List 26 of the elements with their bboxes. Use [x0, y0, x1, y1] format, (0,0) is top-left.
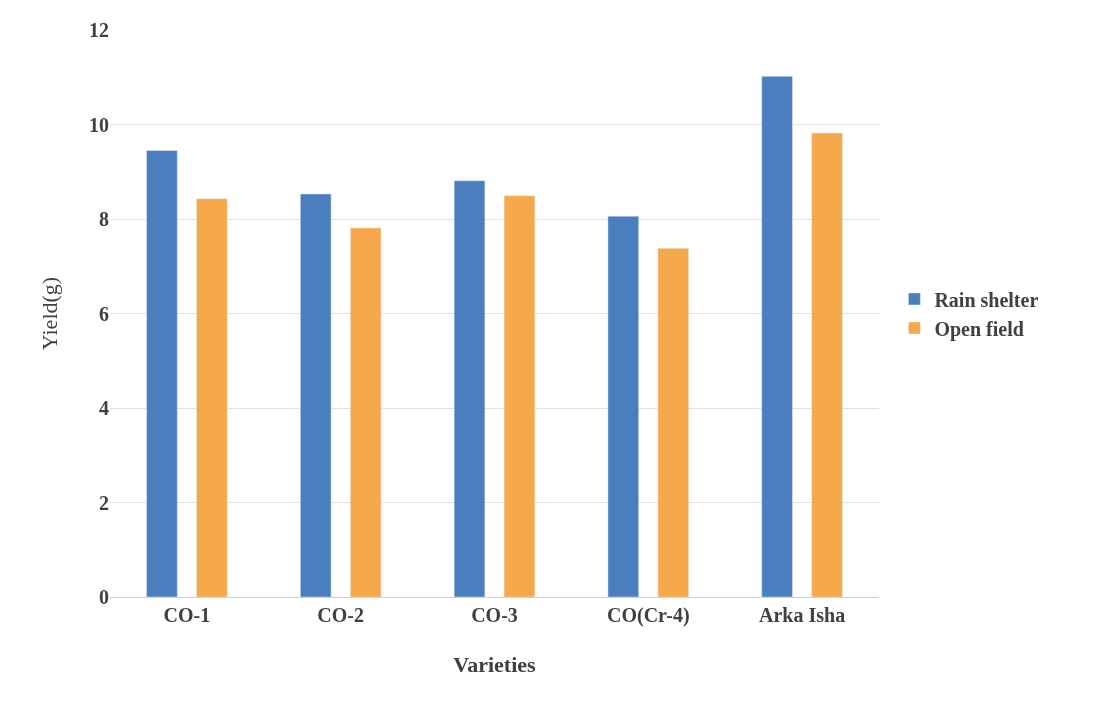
y-tick-label: 2: [99, 491, 109, 514]
bar: [607, 215, 639, 597]
y-tick-label: 10: [89, 113, 109, 136]
y-axis-title: Yield(g): [36, 276, 62, 351]
x-tick-label: Arka Isha: [759, 604, 846, 626]
y-tick-label: 12: [89, 19, 109, 41]
bar: [350, 227, 382, 597]
bar: [196, 198, 228, 597]
bar: [761, 76, 793, 597]
legend-label: Rain shelter: [934, 288, 1039, 311]
bar: [300, 193, 332, 597]
bar: [146, 150, 178, 597]
bar: [453, 180, 486, 597]
y-tick-label: 0: [99, 586, 109, 608]
legend-label: Open field: [934, 317, 1024, 341]
x-axis-title: Varieties: [453, 651, 537, 677]
x-tick-label: CO-2: [317, 604, 365, 626]
x-tick-label: CO-1: [163, 604, 211, 626]
y-tick-label: 8: [99, 208, 109, 230]
bar: [503, 195, 536, 597]
x-tick-label: CO-3: [471, 604, 518, 626]
y-tick-label: 6: [99, 302, 109, 325]
bar: [811, 132, 843, 597]
y-tick-label: 4: [99, 397, 109, 419]
bar: [657, 248, 689, 597]
x-tick-label: CO(Cr-4): [607, 604, 690, 627]
